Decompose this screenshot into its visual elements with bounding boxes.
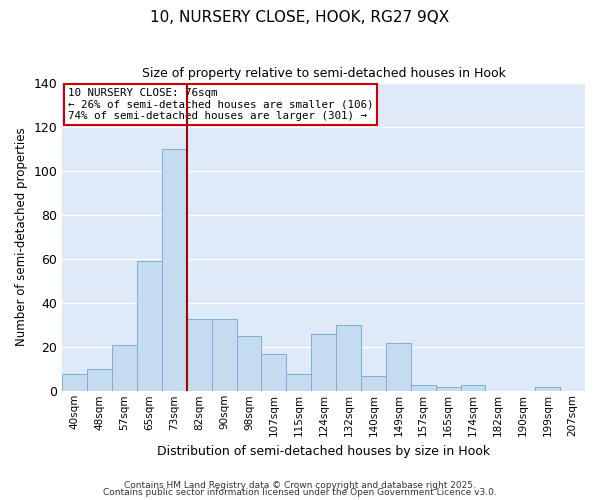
- Bar: [311, 334, 336, 392]
- Bar: [386, 343, 411, 392]
- Bar: [262, 354, 286, 392]
- Text: Contains public sector information licensed under the Open Government Licence v3: Contains public sector information licen…: [103, 488, 497, 497]
- Bar: [336, 325, 361, 392]
- Title: Size of property relative to semi-detached houses in Hook: Size of property relative to semi-detach…: [142, 68, 506, 80]
- Y-axis label: Number of semi-detached properties: Number of semi-detached properties: [15, 128, 28, 346]
- Bar: [286, 374, 311, 392]
- Bar: [187, 318, 212, 392]
- Bar: [461, 384, 485, 392]
- Text: Contains HM Land Registry data © Crown copyright and database right 2025.: Contains HM Land Registry data © Crown c…: [124, 480, 476, 490]
- Text: 10 NURSERY CLOSE: 76sqm
← 26% of semi-detached houses are smaller (106)
74% of s: 10 NURSERY CLOSE: 76sqm ← 26% of semi-de…: [68, 88, 373, 121]
- Bar: [112, 345, 137, 392]
- Bar: [212, 318, 236, 392]
- Text: 10, NURSERY CLOSE, HOOK, RG27 9QX: 10, NURSERY CLOSE, HOOK, RG27 9QX: [151, 10, 449, 25]
- Bar: [361, 376, 386, 392]
- Bar: [411, 384, 436, 392]
- Bar: [87, 369, 112, 392]
- Bar: [236, 336, 262, 392]
- Bar: [137, 262, 162, 392]
- Bar: [535, 387, 560, 392]
- Bar: [62, 374, 87, 392]
- X-axis label: Distribution of semi-detached houses by size in Hook: Distribution of semi-detached houses by …: [157, 444, 490, 458]
- Bar: [162, 149, 187, 392]
- Bar: [436, 387, 461, 392]
